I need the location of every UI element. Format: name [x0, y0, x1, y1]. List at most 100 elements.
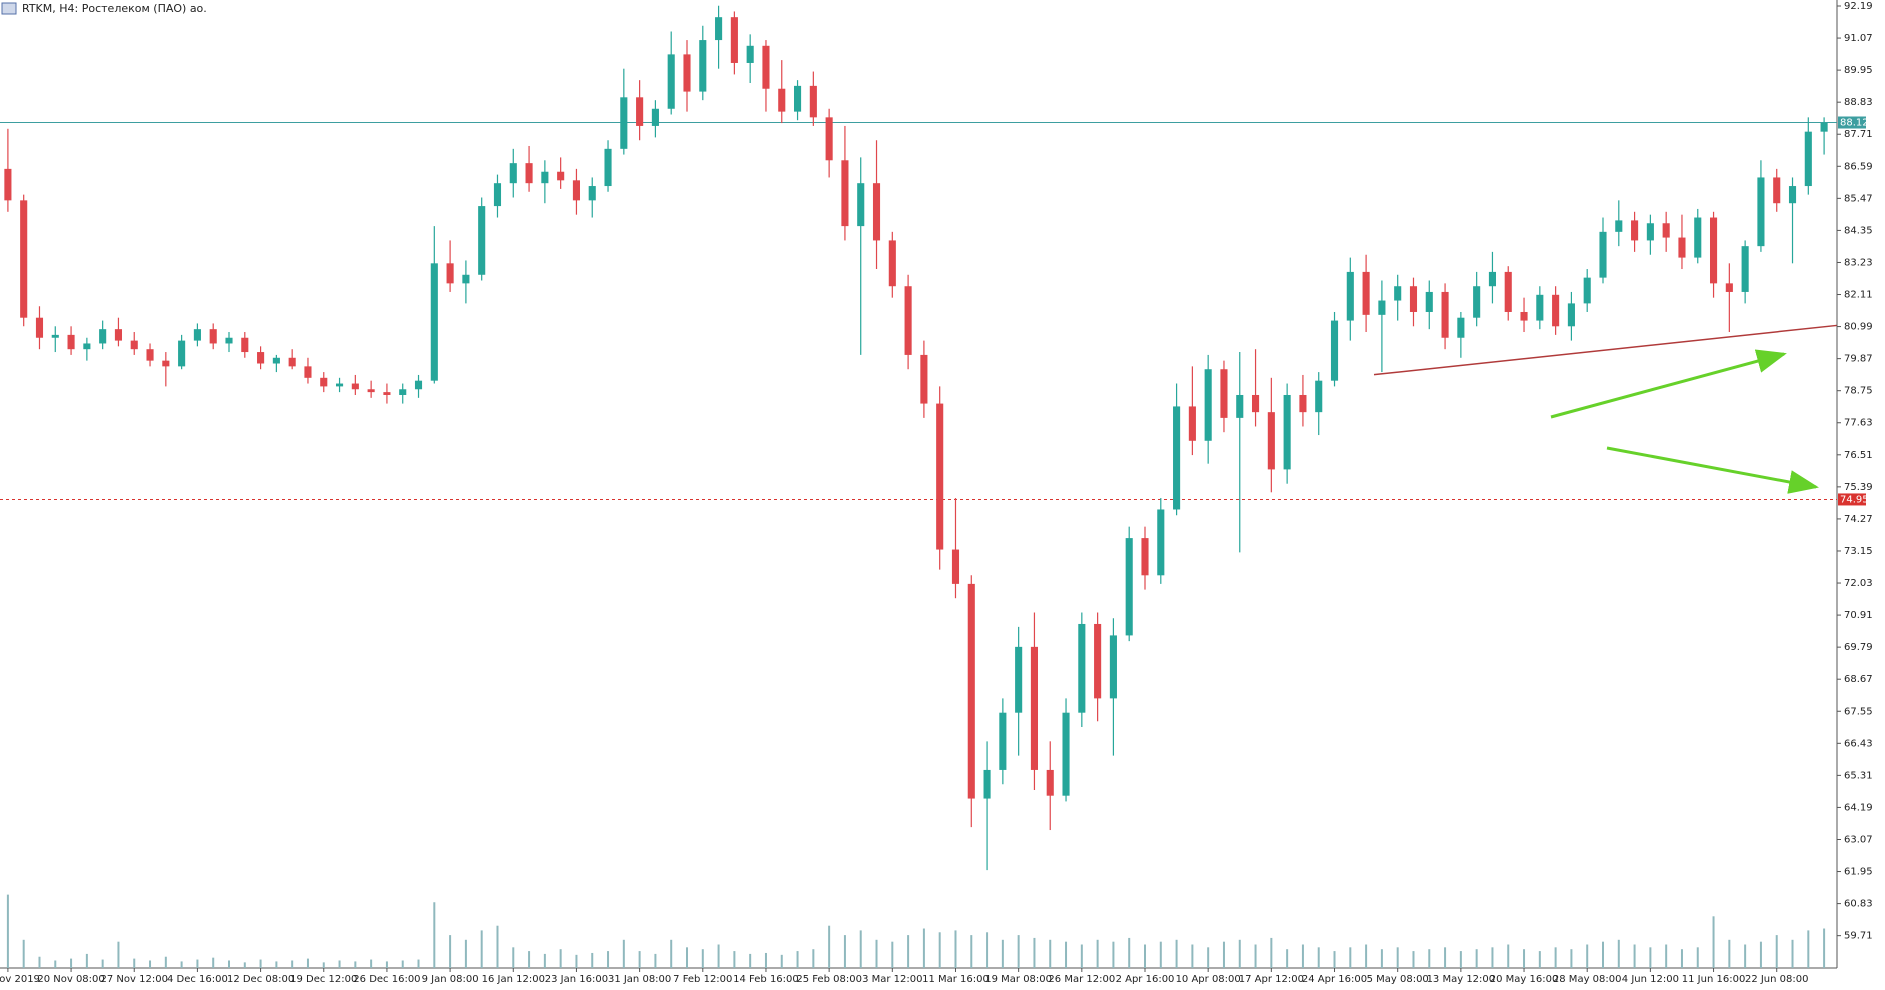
candle-body: [178, 340, 186, 367]
x-tick-label: 12 Nov 2019: [0, 974, 40, 985]
candle-body: [351, 383, 359, 390]
x-tick-label: 16 Jan 12:00: [482, 974, 545, 985]
candle-body: [130, 340, 138, 350]
candle-body: [446, 263, 454, 284]
candle-body: [399, 389, 407, 395]
x-tick-label: 7 Feb 12:00: [673, 974, 732, 985]
y-tick-label: 75.39: [1844, 482, 1873, 493]
drawings: [1550, 349, 1819, 494]
y-tick-label: 64.19: [1844, 802, 1873, 813]
candle-body: [1757, 177, 1765, 247]
candle-body: [588, 186, 596, 201]
candle-body: [888, 240, 896, 287]
candle-body: [1188, 406, 1196, 441]
y-tick-label: 67.55: [1844, 706, 1873, 717]
candle-body: [793, 85, 802, 112]
y-tick-label: 89.95: [1844, 65, 1873, 76]
candle-body: [1157, 509, 1165, 576]
candle-body: [983, 769, 991, 799]
candle-body: [1251, 394, 1260, 413]
candle-body: [809, 85, 817, 118]
candle-body: [904, 286, 912, 355]
candle-body: [1552, 294, 1560, 327]
candle-body: [1504, 271, 1512, 312]
candle-body: [1173, 406, 1181, 510]
candle-body: [1520, 311, 1528, 321]
candle-body: [1773, 177, 1781, 204]
candle-body: [683, 54, 691, 92]
y-tick-label: 92.19: [1844, 1, 1873, 12]
candle-body: [604, 148, 612, 187]
candle-body: [272, 357, 280, 364]
x-tick-label: 4 Jun 12:00: [1622, 974, 1679, 985]
candle-body: [1315, 380, 1323, 413]
y-tick-label: 91.07: [1844, 33, 1873, 44]
candle-body: [225, 337, 233, 344]
y-tick-label: 61.95: [1844, 867, 1873, 878]
candle-body: [857, 183, 865, 227]
x-tick-label: 23 Jan 16:00: [545, 974, 608, 985]
y-tick-label: 68.67: [1844, 674, 1873, 685]
candle-body: [1441, 291, 1449, 338]
candle-body: [67, 334, 75, 350]
y-tick-label: 69.79: [1844, 642, 1873, 653]
candle-body: [478, 206, 486, 275]
y-tick-label: 73.15: [1844, 546, 1873, 557]
candle-body: [715, 17, 723, 41]
x-tick-label: 2 Apr 16:00: [1116, 974, 1175, 985]
x-tick-label: 17 Apr 12:00: [1239, 974, 1304, 985]
y-tick-label: 86.59: [1844, 161, 1873, 172]
candle-body: [1362, 271, 1370, 315]
candle-body: [1741, 246, 1749, 292]
candle-body: [99, 329, 107, 344]
y-tick-label: 80.99: [1844, 322, 1873, 333]
candle-body: [304, 366, 312, 378]
candle-body: [999, 712, 1007, 770]
candle-body: [1804, 131, 1812, 187]
candle-body: [4, 168, 12, 201]
candle-body: [20, 200, 28, 318]
y-tick-label: 74.27: [1844, 514, 1873, 525]
candle-body: [872, 183, 881, 241]
plot-layer: [0, 5, 1837, 968]
candle-body: [462, 274, 470, 284]
candle-body: [1457, 317, 1465, 338]
candle-body: [430, 263, 438, 381]
candle-body: [1662, 223, 1670, 238]
candle-body: [1078, 623, 1086, 713]
candle-body: [509, 163, 517, 184]
arrow: [1550, 349, 1787, 419]
candle-body: [35, 317, 44, 338]
candle-body: [493, 183, 502, 207]
candle-body: [920, 354, 928, 404]
candle-body: [1473, 286, 1481, 318]
y-tick-label: 60.83: [1844, 899, 1873, 910]
candle-body: [114, 329, 123, 341]
candle-body: [541, 171, 549, 184]
y-tick-label: 76.51: [1844, 450, 1873, 461]
candle-body: [967, 583, 975, 799]
y-tick-label: 59.71: [1844, 931, 1873, 942]
candle-body: [1330, 320, 1339, 381]
candle-body: [667, 54, 675, 109]
price-level-box: [1838, 116, 1866, 129]
x-tick-label: 5 May 08:00: [1367, 974, 1429, 985]
candle-body: [936, 403, 944, 550]
candle-body: [83, 343, 91, 350]
candle-body: [1488, 271, 1497, 287]
x-tick-label: 19 Dec 12:00: [290, 974, 357, 985]
candle-body: [1109, 635, 1117, 699]
candle-body: [1394, 286, 1402, 301]
y-tick-label: 63.07: [1844, 834, 1873, 845]
candle-body: [367, 389, 375, 393]
candle-body: [51, 334, 59, 338]
candle-body: [1046, 769, 1054, 796]
candle-body: [1283, 394, 1291, 470]
candle-body: [1094, 623, 1102, 699]
candle-body: [951, 549, 960, 584]
candle-body: [1694, 217, 1702, 258]
arrow: [1606, 446, 1819, 494]
candle-body: [414, 380, 423, 390]
candle-body: [1788, 186, 1797, 204]
